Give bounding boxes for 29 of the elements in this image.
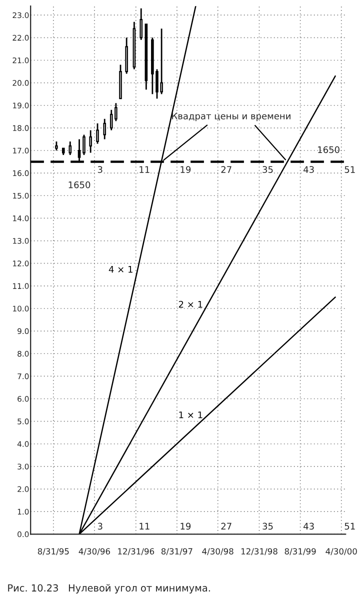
annotation: 51	[344, 166, 355, 173]
annotation: 1650	[318, 146, 340, 154]
annotation: 11	[140, 522, 150, 530]
annotation: 19	[180, 166, 191, 173]
annotation: 3	[98, 522, 102, 530]
x-tick-label: 4/30/96	[78, 548, 110, 556]
x-tick-label: 8/31/97	[161, 548, 192, 556]
annotation: 19	[180, 522, 191, 530]
annotation: 27	[221, 522, 232, 530]
annotation: 43	[304, 166, 314, 173]
annotation: 51	[344, 522, 355, 530]
x-tick-label: 12/31/98	[241, 548, 278, 556]
annotation: 27	[221, 166, 232, 173]
x-tick-label: 12/31/96	[118, 548, 154, 556]
annotation: Квадрат цены и времени	[172, 112, 290, 122]
x-tick-label: 4/30/00	[326, 548, 357, 556]
annotation: 35	[262, 522, 273, 530]
series-label: 2 × 1	[178, 300, 202, 308]
series-label: 1 × 1	[179, 412, 202, 418]
annotation: 11	[140, 166, 150, 173]
annotation: 43	[304, 522, 314, 530]
annotation: 1650	[68, 181, 90, 188]
text: Рис. 10.23 Нулевой угол от минимума.	[8, 584, 210, 594]
x-tick-label: 4/30/98	[202, 548, 234, 556]
annotation: 35	[262, 166, 273, 173]
series-label: 4 × 1	[108, 266, 132, 273]
x-tick-label: 8/31/99	[284, 548, 316, 556]
annotation: 3	[98, 166, 102, 173]
x-tick-label: 8/31/95	[38, 548, 69, 556]
